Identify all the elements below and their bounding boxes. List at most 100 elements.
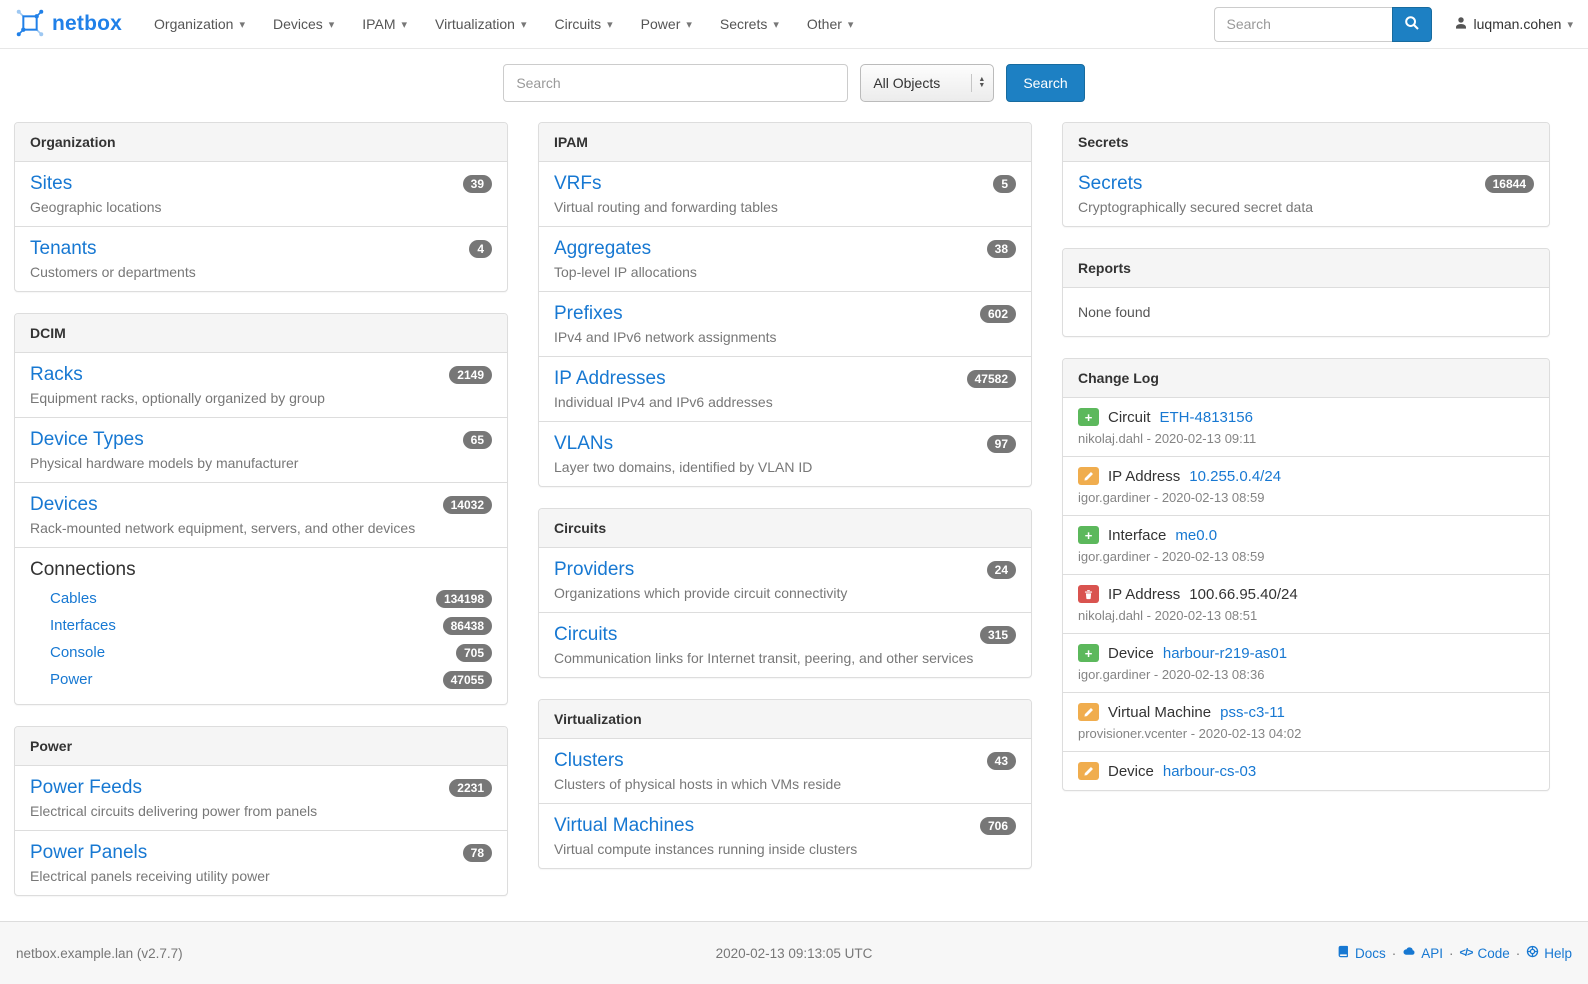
- panel-ipam: IPAM VRFs 5 Virtual routing and forwardi…: [538, 122, 1032, 487]
- prefixes-link[interactable]: Prefixes: [554, 303, 623, 324]
- item-description: Top-level IP allocations: [554, 264, 697, 280]
- search-icon: [1404, 15, 1420, 34]
- menu-virtualization[interactable]: Virtualization ▾: [435, 16, 527, 32]
- cables-link[interactable]: Cables: [50, 590, 97, 607]
- count-badge: 602: [979, 305, 1016, 323]
- changelog-object-link[interactable]: 10.255.0.4/24: [1189, 467, 1282, 485]
- tenants-link[interactable]: Tenants: [30, 238, 97, 259]
- ip-addresses-link[interactable]: IP Addresses: [554, 368, 666, 389]
- vlans-link[interactable]: VLANs: [554, 433, 614, 454]
- list-item-vlans: VLANs 97 Layer two domains, identified b…: [539, 422, 1031, 486]
- count-badge: 706: [979, 817, 1016, 835]
- changelog-meta: provisioner.vcenter - 2020-02-13 04:02: [1078, 726, 1302, 741]
- power-panels-link[interactable]: Power Panels: [30, 842, 148, 863]
- reports-empty-message: None found: [1078, 304, 1151, 320]
- clusters-link[interactable]: Clusters: [554, 750, 624, 771]
- create-action-icon: +: [1078, 644, 1099, 662]
- page-footer: netbox.example.lan (v2.7.7) 2020-02-13 0…: [0, 921, 1588, 984]
- caret-down-icon: ▾: [239, 18, 245, 31]
- providers-link[interactable]: Providers: [554, 559, 635, 580]
- count-badge: 4: [469, 240, 492, 258]
- item-description: Electrical panels receiving utility powe…: [30, 868, 270, 884]
- interfaces-link[interactable]: Interfaces: [50, 617, 116, 634]
- panel-title: Virtualization: [539, 700, 1031, 739]
- changelog-object-link[interactable]: ETH-4813156: [1159, 408, 1253, 426]
- panel-title: Secrets: [1063, 123, 1549, 162]
- netbox-logo-icon: [15, 8, 45, 41]
- menu-power[interactable]: Power ▾: [640, 16, 692, 32]
- secrets-link[interactable]: Secrets: [1078, 173, 1143, 194]
- menu-secrets[interactable]: Secrets ▾: [719, 16, 779, 32]
- device-types-link[interactable]: Device Types: [30, 429, 144, 450]
- api-link[interactable]: API: [1402, 945, 1443, 961]
- devices-link[interactable]: Devices: [30, 494, 98, 515]
- object-type: IP Address: [1108, 585, 1181, 603]
- global-search-input[interactable]: [503, 64, 849, 102]
- menu-organization[interactable]: Organization ▾: [154, 16, 245, 32]
- user-menu[interactable]: luqman.cohen ▾: [1454, 16, 1573, 33]
- changelog-object-link[interactable]: harbour-r219-as01: [1162, 644, 1288, 662]
- count-badge: 2231: [449, 779, 492, 797]
- count-badge: 47582: [966, 370, 1016, 388]
- object-type-select[interactable]: All Objects ▲ ▼: [860, 64, 995, 102]
- menu-other[interactable]: Other ▾: [806, 16, 854, 32]
- object-type: Device: [1108, 762, 1154, 780]
- item-description: Rack-mounted network equipment, servers,…: [30, 520, 416, 536]
- trash-icon: [1078, 585, 1099, 603]
- footer-timestamp: 2020-02-13 09:13:05 UTC: [715, 945, 873, 961]
- count-badge: 2149: [449, 366, 492, 384]
- panel-reports: Reports None found: [1062, 248, 1550, 337]
- count-badge: 5: [993, 175, 1016, 193]
- aggregates-link[interactable]: Aggregates: [554, 238, 652, 259]
- count-badge: 43: [986, 752, 1016, 770]
- list-item-vrfs: VRFs 5 Virtual routing and forwarding ta…: [539, 162, 1031, 227]
- panel-title: Circuits: [539, 509, 1031, 548]
- count-badge: 315: [979, 626, 1016, 644]
- vrfs-link[interactable]: VRFs: [554, 173, 602, 194]
- item-description: Equipment racks, optionally organized by…: [30, 390, 325, 406]
- panel-title: Reports: [1063, 249, 1549, 288]
- console-link[interactable]: Console: [50, 644, 106, 661]
- changelog-meta: nikolaj.dahl - 2020-02-13 08:51: [1078, 608, 1258, 623]
- menu-circuits[interactable]: Circuits ▾: [554, 16, 613, 32]
- changelog-object-link[interactable]: me0.0: [1175, 526, 1218, 544]
- menu-devices[interactable]: Devices ▾: [272, 16, 335, 32]
- top-navbar: netbox Organization ▾ Devices ▾ IPAM ▾ Virt…: [0, 0, 1588, 49]
- docs-link[interactable]: Docs: [1337, 945, 1386, 961]
- caret-down-icon: ▾: [773, 18, 779, 31]
- list-item-racks: Racks 2149 Equipment racks, optionally o…: [15, 353, 507, 418]
- navbar-search-input[interactable]: [1213, 6, 1392, 42]
- virtual-machines-link[interactable]: Virtual Machines: [554, 815, 695, 836]
- menu-ipam[interactable]: IPAM ▾: [362, 16, 408, 32]
- changelog-object-link[interactable]: pss-c3-11: [1220, 703, 1285, 721]
- count-badge: 47055: [442, 670, 492, 689]
- navbar-search-button[interactable]: [1391, 6, 1432, 42]
- racks-link[interactable]: Racks: [30, 364, 83, 385]
- item-description: Organizations which provide circuit conn…: [554, 585, 848, 601]
- changelog-entry: IP Address 100.66.95.40/24 nikolaj.dahl …: [1063, 575, 1549, 634]
- power-feeds-link[interactable]: Power Feeds: [30, 777, 142, 798]
- changelog-object-link[interactable]: harbour-cs-03: [1162, 762, 1257, 780]
- power-connections-link[interactable]: Power: [50, 671, 93, 688]
- netbox-brand[interactable]: netbox: [15, 8, 122, 41]
- code-link[interactable]: </> Code: [1459, 945, 1510, 961]
- item-description: Individual IPv4 and IPv6 addresses: [554, 394, 773, 410]
- select-stepper-icon: ▲ ▼: [971, 74, 987, 92]
- count-badge: 134198: [435, 589, 492, 608]
- count-badge: 705: [455, 643, 492, 662]
- sites-link[interactable]: Sites: [30, 173, 73, 194]
- changelog-object-deleted: 100.66.95.40/24: [1189, 585, 1298, 603]
- count-badge: 16844: [1484, 175, 1534, 193]
- changelog-entry: Device harbour-cs-03: [1063, 752, 1549, 790]
- panel-virtualization: Virtualization Clusters 43 Clusters of p…: [538, 699, 1032, 869]
- connections-heading: Connections: [30, 559, 136, 580]
- pencil-icon: [1078, 467, 1099, 485]
- list-item-secrets: Secrets 16844 Cryptographically secured …: [1063, 162, 1549, 226]
- item-description: Communication links for Internet transit…: [554, 650, 974, 666]
- circuits-link[interactable]: Circuits: [554, 624, 618, 645]
- changelog-entry: Virtual Machine pss-c3-11 provisioner.vc…: [1063, 693, 1549, 752]
- global-search-button[interactable]: Search: [1006, 64, 1085, 102]
- help-link[interactable]: Help: [1526, 945, 1572, 961]
- list-item-devices: Devices 14032 Rack-mounted network equip…: [15, 483, 507, 548]
